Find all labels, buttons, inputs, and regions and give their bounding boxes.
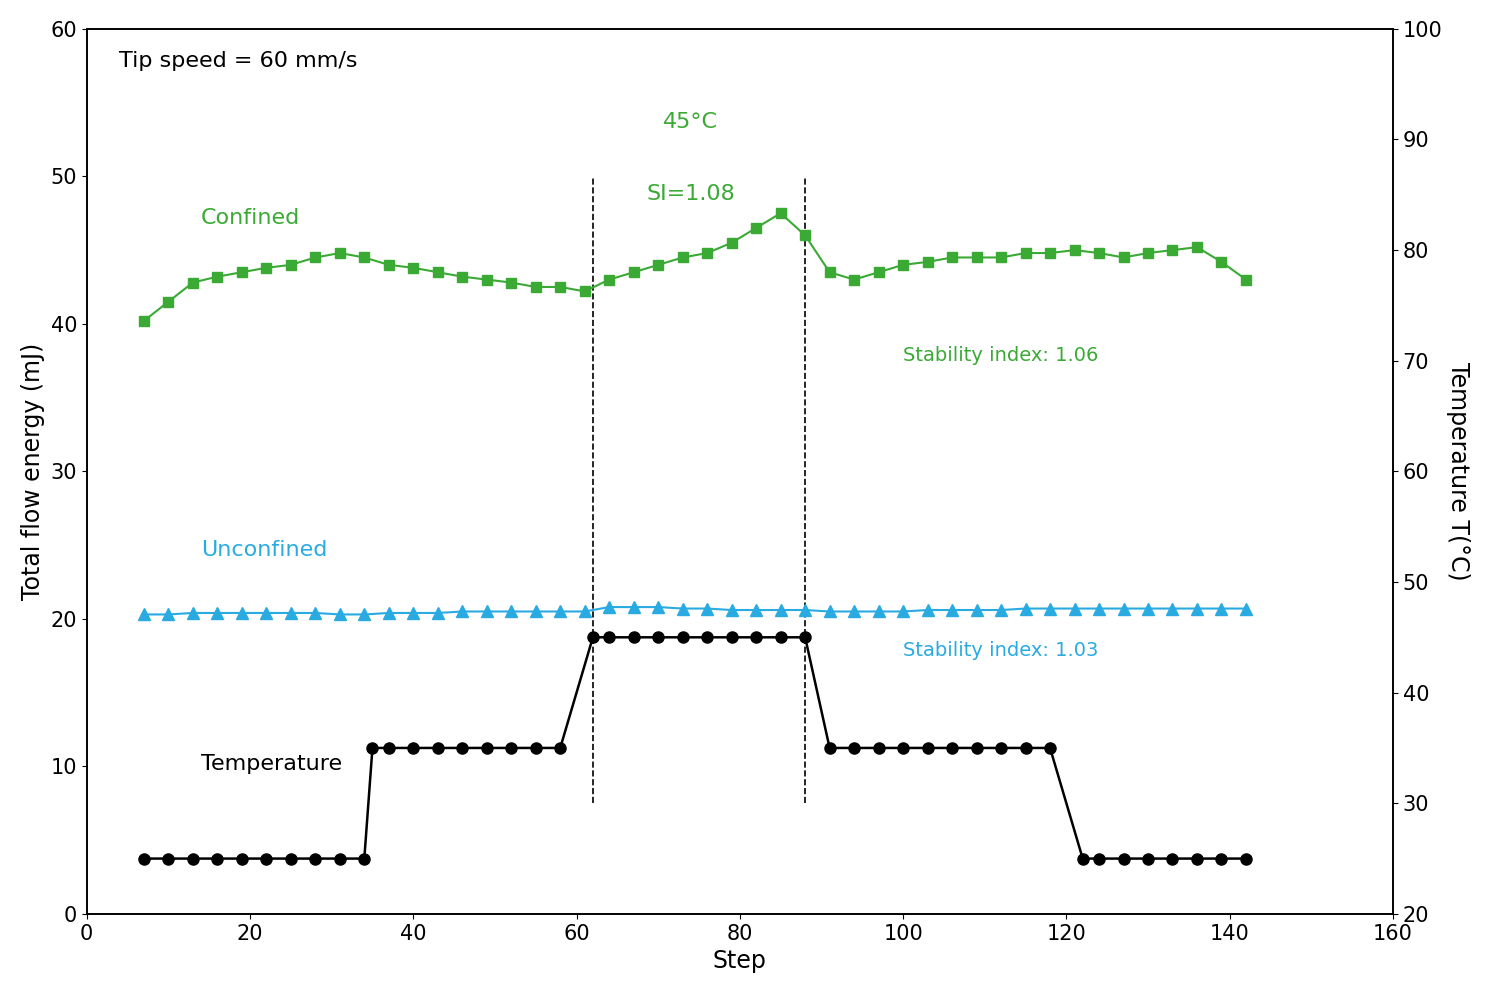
Y-axis label: Temperature T(°C): Temperature T(°C) bbox=[1446, 362, 1470, 580]
Text: Confined: Confined bbox=[201, 208, 300, 228]
Text: Stability index: 1.06: Stability index: 1.06 bbox=[904, 346, 1099, 365]
X-axis label: Step: Step bbox=[713, 949, 766, 973]
Text: Temperature: Temperature bbox=[201, 753, 341, 773]
Text: Tip speed = 60 mm/s: Tip speed = 60 mm/s bbox=[119, 51, 358, 71]
Y-axis label: Total flow energy (mJ): Total flow energy (mJ) bbox=[21, 343, 45, 600]
Text: Stability index: 1.03: Stability index: 1.03 bbox=[904, 641, 1099, 660]
Text: 45°C: 45°C bbox=[663, 112, 719, 132]
Text: Unconfined: Unconfined bbox=[201, 540, 328, 560]
Text: SI=1.08: SI=1.08 bbox=[647, 184, 735, 204]
